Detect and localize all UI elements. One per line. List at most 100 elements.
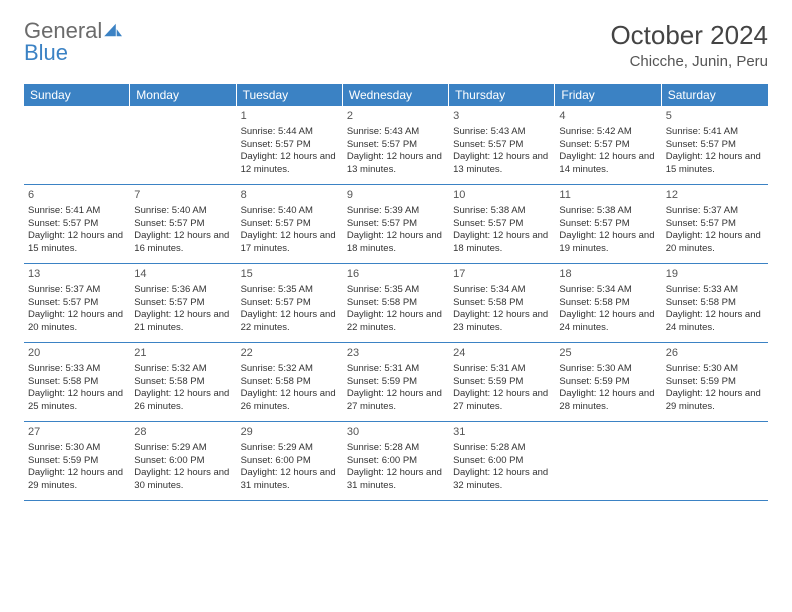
day-details: Sunrise: 5:32 AMSunset: 5:58 PMDaylight:… — [241, 363, 339, 414]
day-details: Sunrise: 5:28 AMSunset: 6:00 PMDaylight:… — [453, 442, 551, 493]
calendar: SundayMondayTuesdayWednesdayThursdayFrid… — [24, 84, 768, 501]
day-number: 17 — [453, 267, 551, 282]
day-cell: 16 Sunrise: 5:35 AMSunset: 5:58 PMDayligh… — [343, 264, 449, 342]
day-cell: 8Sunrise: 5:40 AMSunset: 5:57 PMDaylight… — [237, 185, 343, 263]
day-number: 12 — [666, 188, 764, 203]
day-details: Sunrise: 5:35 AMSunset: 5:57 PMDaylight:… — [241, 284, 339, 335]
logo-sail-icon — [104, 20, 124, 42]
day-cell: 25 Sunrise: 5:30 AMSunset: 5:59 PMDayligh… — [555, 343, 661, 421]
day-cell: 27 Sunrise: 5:30 AMSunset: 5:59 PMDayligh… — [24, 422, 130, 500]
day-number: 21 — [134, 346, 232, 361]
day-cell: 23 Sunrise: 5:31 AMSunset: 5:59 PMDayligh… — [343, 343, 449, 421]
day-cell: 2Sunrise: 5:43 AMSunset: 5:57 PMDaylight… — [343, 106, 449, 184]
day-number: 27 — [28, 425, 126, 440]
day-details: Sunrise: 5:29 AMSunset: 6:00 PMDaylight:… — [241, 442, 339, 493]
day-details: Sunrise: 5:43 AMSunset: 5:57 PMDaylight:… — [453, 126, 551, 177]
day-details: Sunrise: 5:40 AMSunset: 5:57 PMDaylight:… — [134, 205, 232, 256]
day-cell: 18Sunrise: 5:34 AMSunset: 5:58 PMDayligh… — [555, 264, 661, 342]
day-cell: 7 Sunrise: 5:40 AMSunset: 5:57 PMDaylight… — [130, 185, 236, 263]
day-details: Sunrise: 5:31 AMSunset: 5:59 PMDaylight:… — [453, 363, 551, 414]
day-cell: 20 Sunrise: 5:33 AMSunset: 5:58 PMDayligh… — [24, 343, 130, 421]
day-number: 19 — [666, 267, 764, 282]
day-cell: 22Sunrise: 5:32 AMSunset: 5:58 PMDayligh… — [237, 343, 343, 421]
day-cell: 28 Sunrise: 5:29 AMSunset: 6:00 PMDayligh… — [130, 422, 236, 500]
day-details: Sunrise: 5:35 AMSunset: 5:58 PMDaylight:… — [347, 284, 445, 335]
day-cell: 30Sunrise: 5:28 AMSunset: 6:00 PMDayligh… — [343, 422, 449, 500]
day-cell: 21Sunrise: 5:32 AMSunset: 5:58 PMDayligh… — [130, 343, 236, 421]
day-number: 3 — [453, 109, 551, 124]
empty-cell — [662, 422, 768, 500]
day-details: Sunrise: 5:37 AMSunset: 5:57 PMDaylight:… — [28, 284, 126, 335]
weeks-container: 1 Sunrise: 5:44 AMSunset: 5:57 PMDaylight… — [24, 106, 768, 501]
day-number: 20 — [28, 346, 126, 361]
day-details: Sunrise: 5:33 AMSunset: 5:58 PMDaylight:… — [666, 284, 764, 335]
month-title: October 2024 — [610, 20, 768, 51]
day-details: Sunrise: 5:33 AMSunset: 5:58 PMDaylight:… — [28, 363, 126, 414]
day-details: Sunrise: 5:34 AMSunset: 5:58 PMDaylight:… — [559, 284, 657, 335]
day-number: 24 — [453, 346, 551, 361]
day-cell: 10Sunrise: 5:38 AMSunset: 5:57 PMDayligh… — [449, 185, 555, 263]
logo-word2: Blue — [24, 42, 124, 64]
week-row: 6 Sunrise: 5:41 AMSunset: 5:57 PMDaylight… — [24, 185, 768, 264]
day-cell: 29 Sunrise: 5:29 AMSunset: 6:00 PMDayligh… — [237, 422, 343, 500]
day-cell: 15 Sunrise: 5:35 AMSunset: 5:57 PMDayligh… — [237, 264, 343, 342]
empty-cell — [555, 422, 661, 500]
day-cell: 6 Sunrise: 5:41 AMSunset: 5:57 PMDaylight… — [24, 185, 130, 263]
day-cell: 31Sunrise: 5:28 AMSunset: 6:00 PMDayligh… — [449, 422, 555, 500]
empty-cell — [130, 106, 236, 184]
day-header-tuesday: Tuesday — [237, 84, 343, 106]
day-number: 28 — [134, 425, 232, 440]
day-details: Sunrise: 5:42 AMSunset: 5:57 PMDaylight:… — [559, 126, 657, 177]
day-details: Sunrise: 5:41 AMSunset: 5:57 PMDaylight:… — [28, 205, 126, 256]
day-cell: 19 Sunrise: 5:33 AMSunset: 5:58 PMDayligh… — [662, 264, 768, 342]
day-cell: 13 Sunrise: 5:37 AMSunset: 5:57 PMDayligh… — [24, 264, 130, 342]
logo-word1: General — [24, 20, 102, 42]
title-block: October 2024 Chicche, Junin, Peru — [610, 20, 768, 70]
day-number: 15 — [241, 267, 339, 282]
day-cell: 12 Sunrise: 5:37 AMSunset: 5:57 PMDayligh… — [662, 185, 768, 263]
day-details: Sunrise: 5:30 AMSunset: 5:59 PMDaylight:… — [666, 363, 764, 414]
day-details: Sunrise: 5:34 AMSunset: 5:58 PMDaylight:… — [453, 284, 551, 335]
day-details: Sunrise: 5:38 AMSunset: 5:57 PMDaylight:… — [559, 205, 657, 256]
header: GeneralBlue October 2024 Chicche, Junin,… — [24, 20, 768, 70]
day-header-sunday: Sunday — [24, 84, 130, 106]
empty-cell — [24, 106, 130, 184]
day-details: Sunrise: 5:31 AMSunset: 5:59 PMDaylight:… — [347, 363, 445, 414]
day-number: 23 — [347, 346, 445, 361]
day-number: 30 — [347, 425, 445, 440]
logo: GeneralBlue — [24, 20, 124, 64]
day-cell: 4 Sunrise: 5:42 AMSunset: 5:57 PMDaylight… — [555, 106, 661, 184]
day-details: Sunrise: 5:40 AMSunset: 5:57 PMDaylight:… — [241, 205, 339, 256]
day-number: 25 — [559, 346, 657, 361]
day-details: Sunrise: 5:38 AMSunset: 5:57 PMDaylight:… — [453, 205, 551, 256]
day-number: 11 — [559, 188, 657, 203]
day-number: 6 — [28, 188, 126, 203]
day-number: 7 — [134, 188, 232, 203]
day-cell: 3 Sunrise: 5:43 AMSunset: 5:57 PMDaylight… — [449, 106, 555, 184]
day-header-friday: Friday — [555, 84, 661, 106]
day-number: 1 — [241, 109, 339, 124]
day-cell: 17 Sunrise: 5:34 AMSunset: 5:58 PMDayligh… — [449, 264, 555, 342]
day-details: Sunrise: 5:39 AMSunset: 5:57 PMDaylight:… — [347, 205, 445, 256]
day-number: 5 — [666, 109, 764, 124]
day-number: 29 — [241, 425, 339, 440]
day-details: Sunrise: 5:44 AMSunset: 5:57 PMDaylight:… — [241, 126, 339, 177]
day-details: Sunrise: 5:37 AMSunset: 5:57 PMDaylight:… — [666, 205, 764, 256]
day-cell: 24 Sunrise: 5:31 AMSunset: 5:59 PMDayligh… — [449, 343, 555, 421]
day-details: Sunrise: 5:30 AMSunset: 5:59 PMDaylight:… — [28, 442, 126, 493]
day-cell: 11 Sunrise: 5:38 AMSunset: 5:57 PMDayligh… — [555, 185, 661, 263]
day-number: 9 — [347, 188, 445, 203]
day-number: 26 — [666, 346, 764, 361]
day-cell: 9 Sunrise: 5:39 AMSunset: 5:57 PMDaylight… — [343, 185, 449, 263]
day-cell: 26 Sunrise: 5:30 AMSunset: 5:59 PMDayligh… — [662, 343, 768, 421]
day-number: 4 — [559, 109, 657, 124]
day-header-wednesday: Wednesday — [343, 84, 449, 106]
day-cell: 14Sunrise: 5:36 AMSunset: 5:57 PMDayligh… — [130, 264, 236, 342]
day-number: 13 — [28, 267, 126, 282]
day-number: 16 — [347, 267, 445, 282]
day-header-saturday: Saturday — [662, 84, 768, 106]
day-details: Sunrise: 5:29 AMSunset: 6:00 PMDaylight:… — [134, 442, 232, 493]
day-details: Sunrise: 5:30 AMSunset: 5:59 PMDaylight:… — [559, 363, 657, 414]
location: Chicche, Junin, Peru — [610, 53, 768, 70]
week-row: 13 Sunrise: 5:37 AMSunset: 5:57 PMDayligh… — [24, 264, 768, 343]
